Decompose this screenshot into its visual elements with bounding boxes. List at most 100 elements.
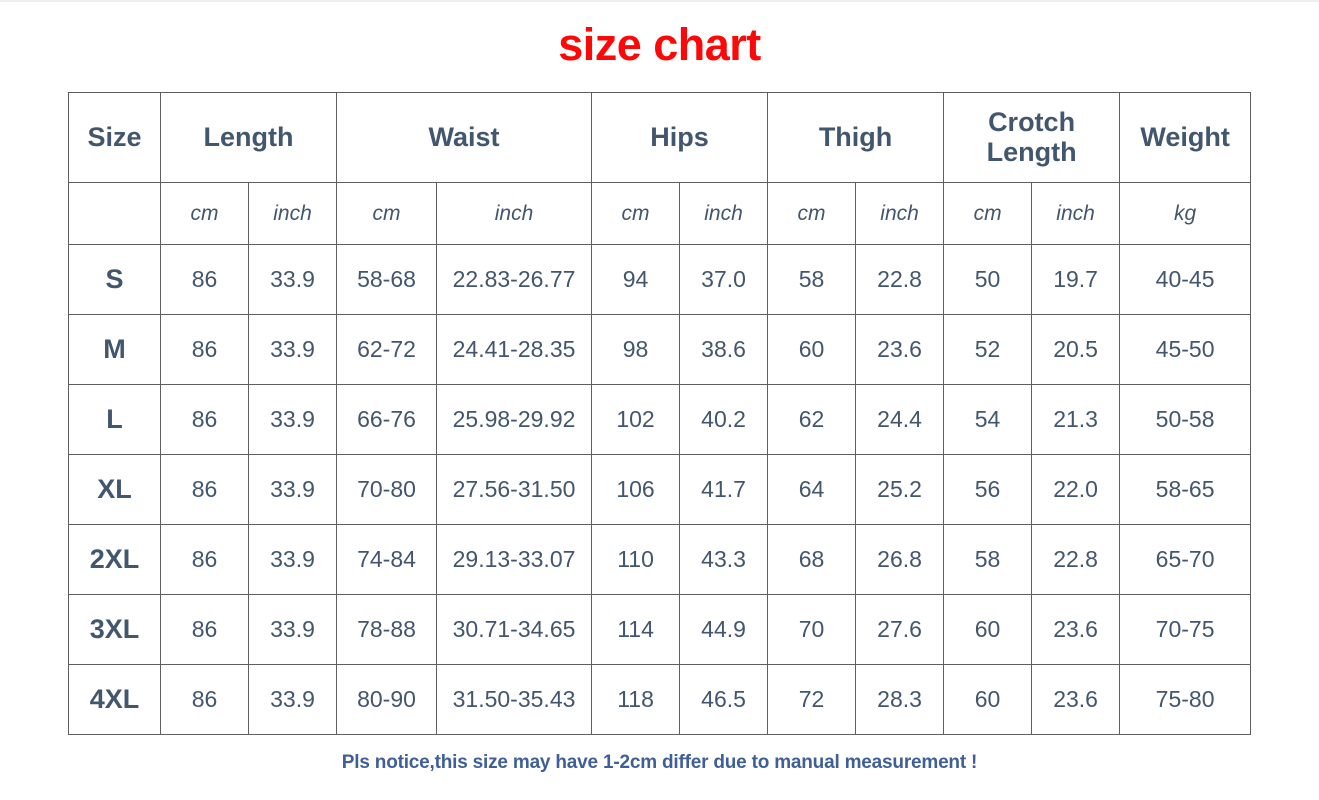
size-label-cell: 3XL <box>68 594 161 665</box>
unit-cell-blank <box>68 182 161 245</box>
unit-cell-inch: inch <box>1031 182 1121 245</box>
top-divider <box>0 0 1319 2</box>
measurement-cell: 43.3 <box>679 524 769 595</box>
column-group-header-waist: Waist <box>336 92 593 183</box>
measurement-cell: 54 <box>943 384 1033 455</box>
measurement-cell: 70-75 <box>1119 594 1252 665</box>
size-label-cell: M <box>68 314 161 385</box>
measurement-cell: 86 <box>160 524 249 595</box>
table-row: XL 86 33.9 70-80 27.56-31.50 106 41.7 64 25.2 56 2… <box>68 454 1252 525</box>
measurement-cell: 26.8 <box>855 524 945 595</box>
table-row: S 86 33.9 58-68 22.83-26.77 94 37.0 58 22.8 50 19.… <box>68 244 1252 315</box>
column-group-header-thigh: Thigh <box>767 92 945 183</box>
measurement-cell: 110 <box>591 524 681 595</box>
measurement-cell: 24.41-28.35 <box>436 314 593 385</box>
measurement-cell: 25.98-29.92 <box>436 384 593 455</box>
measurement-cell: 52 <box>943 314 1033 385</box>
table-row: M 86 33.9 62-72 24.41-28.35 98 38.6 60 23.6 52 20.… <box>68 314 1252 385</box>
measurement-cell: 118 <box>591 664 681 735</box>
measurement-cell: 70-80 <box>336 454 438 525</box>
column-group-header-hips: Hips <box>591 92 769 183</box>
measurement-cell: 25.2 <box>855 454 945 525</box>
measurement-cell: 21.3 <box>1031 384 1121 455</box>
unit-cell-cm: cm <box>943 182 1033 245</box>
measurement-cell: 23.6 <box>1031 594 1121 665</box>
unit-cell-inch: inch <box>436 182 593 245</box>
measurement-cell: 22.0 <box>1031 454 1121 525</box>
group-header-row: Size Length Waist Hips Thigh Crotch Length Wei… <box>68 92 1252 183</box>
measurement-cell: 40-45 <box>1119 244 1252 315</box>
size-label-cell: XL <box>68 454 161 525</box>
measurement-cell: 86 <box>160 454 249 525</box>
measurement-cell: 62-72 <box>336 314 438 385</box>
measurement-cell: 40.2 <box>679 384 769 455</box>
measurement-cell: 94 <box>591 244 681 315</box>
table-head: Size Length Waist Hips Thigh Crotch Length Wei… <box>68 92 1252 245</box>
measurement-cell: 20.5 <box>1031 314 1121 385</box>
measurement-cell: 33.9 <box>247 524 338 595</box>
measurement-cell: 22.83-26.77 <box>436 244 593 315</box>
measurement-cell: 98 <box>591 314 681 385</box>
measurement-cell: 37.0 <box>679 244 769 315</box>
measurement-cell: 102 <box>591 384 681 455</box>
unit-header-row: cm inch cm inch cm inch cm inch cm inch kg <box>68 182 1252 245</box>
measurement-cell: 27.56-31.50 <box>436 454 593 525</box>
table-body: S 86 33.9 58-68 22.83-26.77 94 37.0 58 22.8 50 19.… <box>68 244 1252 735</box>
unit-cell-cm: cm <box>336 182 438 245</box>
measurement-cell: 114 <box>591 594 681 665</box>
page-title: size chart <box>558 19 761 70</box>
measurement-cell: 33.9 <box>247 594 338 665</box>
size-label-cell: 2XL <box>68 524 161 595</box>
table-row: 3XL 86 33.9 78-88 30.71-34.65 114 44.9 70 27.6 60… <box>68 594 1252 665</box>
unit-cell-cm: cm <box>160 182 249 245</box>
size-label-cell: S <box>68 244 161 315</box>
measurement-cell: 58-68 <box>336 244 438 315</box>
measurement-cell: 60 <box>767 314 857 385</box>
size-label-cell: L <box>68 384 161 455</box>
measurement-cell: 41.7 <box>679 454 769 525</box>
measurement-cell: 23.6 <box>855 314 945 385</box>
measurement-cell: 75-80 <box>1119 664 1252 735</box>
measurement-cell: 58-65 <box>1119 454 1252 525</box>
measurement-cell: 33.9 <box>247 244 338 315</box>
measurement-cell: 56 <box>943 454 1033 525</box>
unit-cell-inch: inch <box>855 182 945 245</box>
measurement-cell: 30.71-34.65 <box>436 594 593 665</box>
measurement-cell: 50-58 <box>1119 384 1252 455</box>
measurement-cell: 70 <box>767 594 857 665</box>
measurement-cell: 86 <box>160 664 249 735</box>
measurement-cell: 86 <box>160 244 249 315</box>
measurement-cell: 86 <box>160 314 249 385</box>
measurement-cell: 33.9 <box>247 454 338 525</box>
measurement-cell: 86 <box>160 594 249 665</box>
measurement-cell: 66-76 <box>336 384 438 455</box>
column-group-header-size: Size <box>68 92 161 183</box>
measurement-cell: 33.9 <box>247 664 338 735</box>
measurement-cell: 60 <box>943 594 1033 665</box>
measurement-cell: 31.50-35.43 <box>436 664 593 735</box>
measurement-cell: 27.6 <box>855 594 945 665</box>
size-chart-table: Size Length Waist Hips Thigh Crotch Length Wei… <box>68 92 1252 735</box>
column-group-header-length: Length <box>159 92 338 183</box>
measurement-note: Pls notice,this size may have 1-2cm diff… <box>341 752 978 773</box>
measurement-cell: 33.9 <box>247 384 338 455</box>
measurement-cell: 80-90 <box>336 664 438 735</box>
table-row: 2XL 86 33.9 74-84 29.13-33.07 110 43.3 68 26.8 58… <box>68 524 1252 595</box>
unit-cell-inch: inch <box>679 182 769 245</box>
measurement-cell: 60 <box>943 664 1033 735</box>
measurement-cell: 24.4 <box>855 384 945 455</box>
measurement-cell: 72 <box>767 664 857 735</box>
measurement-cell: 74-84 <box>336 524 438 595</box>
measurement-cell: 38.6 <box>679 314 769 385</box>
table-row: 4XL 86 33.9 80-90 31.50-35.43 118 46.5 72 28.3 60… <box>68 664 1252 735</box>
measurement-cell: 68 <box>767 524 857 595</box>
measurement-cell: 86 <box>160 384 249 455</box>
column-group-header-crotch-length: Crotch Length <box>943 92 1121 183</box>
unit-cell-kg: kg <box>1119 182 1252 245</box>
measurement-cell: 78-88 <box>336 594 438 665</box>
measurement-cell: 58 <box>767 244 857 315</box>
measurement-cell: 28.3 <box>855 664 945 735</box>
measurement-cell: 64 <box>767 454 857 525</box>
unit-cell-inch: inch <box>247 182 338 245</box>
